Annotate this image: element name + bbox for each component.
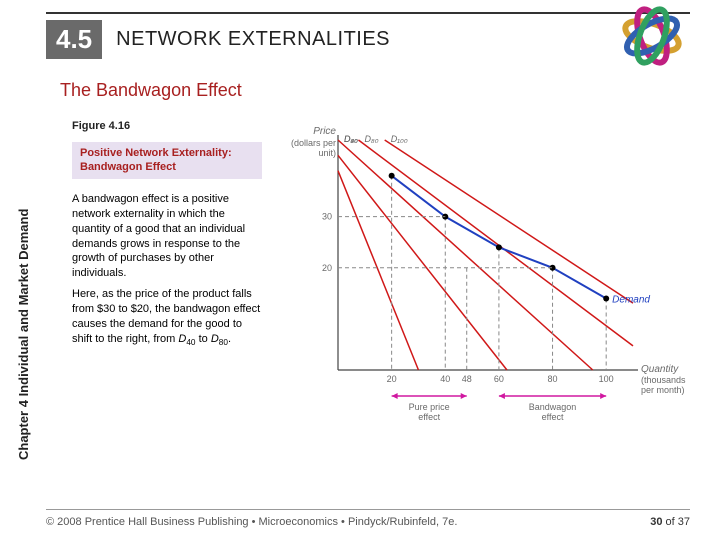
page-indicator: 30 of 37 [650, 516, 690, 528]
body-paragraph: Here, as the price of the product falls … [72, 287, 262, 348]
svg-text:(dollars per: (dollars per [291, 138, 336, 148]
body-text: A bandwagon effect is a positive network… [72, 192, 262, 354]
box-title-line: Bandwagon Effect [80, 161, 176, 173]
svg-text:(thousands: (thousands [641, 375, 686, 385]
body-paragraph: A bandwagon effect is a positive network… [72, 192, 262, 281]
section-number: 4.5 [46, 20, 102, 59]
svg-text:effect: effect [542, 412, 564, 422]
svg-text:48: 48 [462, 374, 472, 384]
svg-text:100: 100 [599, 374, 614, 384]
svg-text:30: 30 [322, 212, 332, 222]
svg-text:20: 20 [387, 374, 397, 384]
svg-text:20: 20 [322, 263, 332, 273]
svg-text:Demand: Demand [612, 294, 650, 305]
chapter-side-label: Chapter 4 Individual and Market Demand [16, 209, 31, 460]
footer: © 2008 Prentice Hall Business Publishing… [46, 509, 690, 528]
svg-text:Price: Price [313, 126, 336, 137]
bandwagon-chart: Price(dollars perunit) Quantity(thousands… [288, 120, 688, 430]
svg-text:per month): per month) [641, 385, 685, 395]
slide-subtitle: The Bandwagon Effect [60, 80, 242, 101]
box-title-line: Positive Network Externality: [80, 147, 232, 159]
svg-text:Bandwagon: Bandwagon [529, 402, 577, 412]
svg-text:Quantity: Quantity [641, 364, 679, 375]
svg-text:80: 80 [548, 374, 558, 384]
header-bar: 4.5 NETWORK EXTERNALITIES [46, 12, 690, 59]
copyright-text: © 2008 Prentice Hall Business Publishing… [46, 516, 457, 528]
svg-text:D₁₀₀: D₁₀₀ [391, 134, 408, 144]
svg-text:Pure price: Pure price [409, 402, 450, 412]
svg-text:D₆₀: D₆₀ [344, 134, 358, 144]
svg-text:D₈₀: D₈₀ [364, 134, 378, 144]
ring-icon [622, 12, 682, 61]
svg-text:40: 40 [440, 374, 450, 384]
svg-text:unit): unit) [318, 148, 336, 158]
figure-box-title: Positive Network Externality: Bandwagon … [72, 142, 262, 179]
svg-text:60: 60 [494, 374, 504, 384]
figure-caption: Figure 4.16 [72, 120, 130, 132]
corner-decoration [612, 6, 692, 66]
svg-text:effect: effect [418, 412, 440, 422]
section-title: NETWORK EXTERNALITIES [116, 28, 390, 51]
